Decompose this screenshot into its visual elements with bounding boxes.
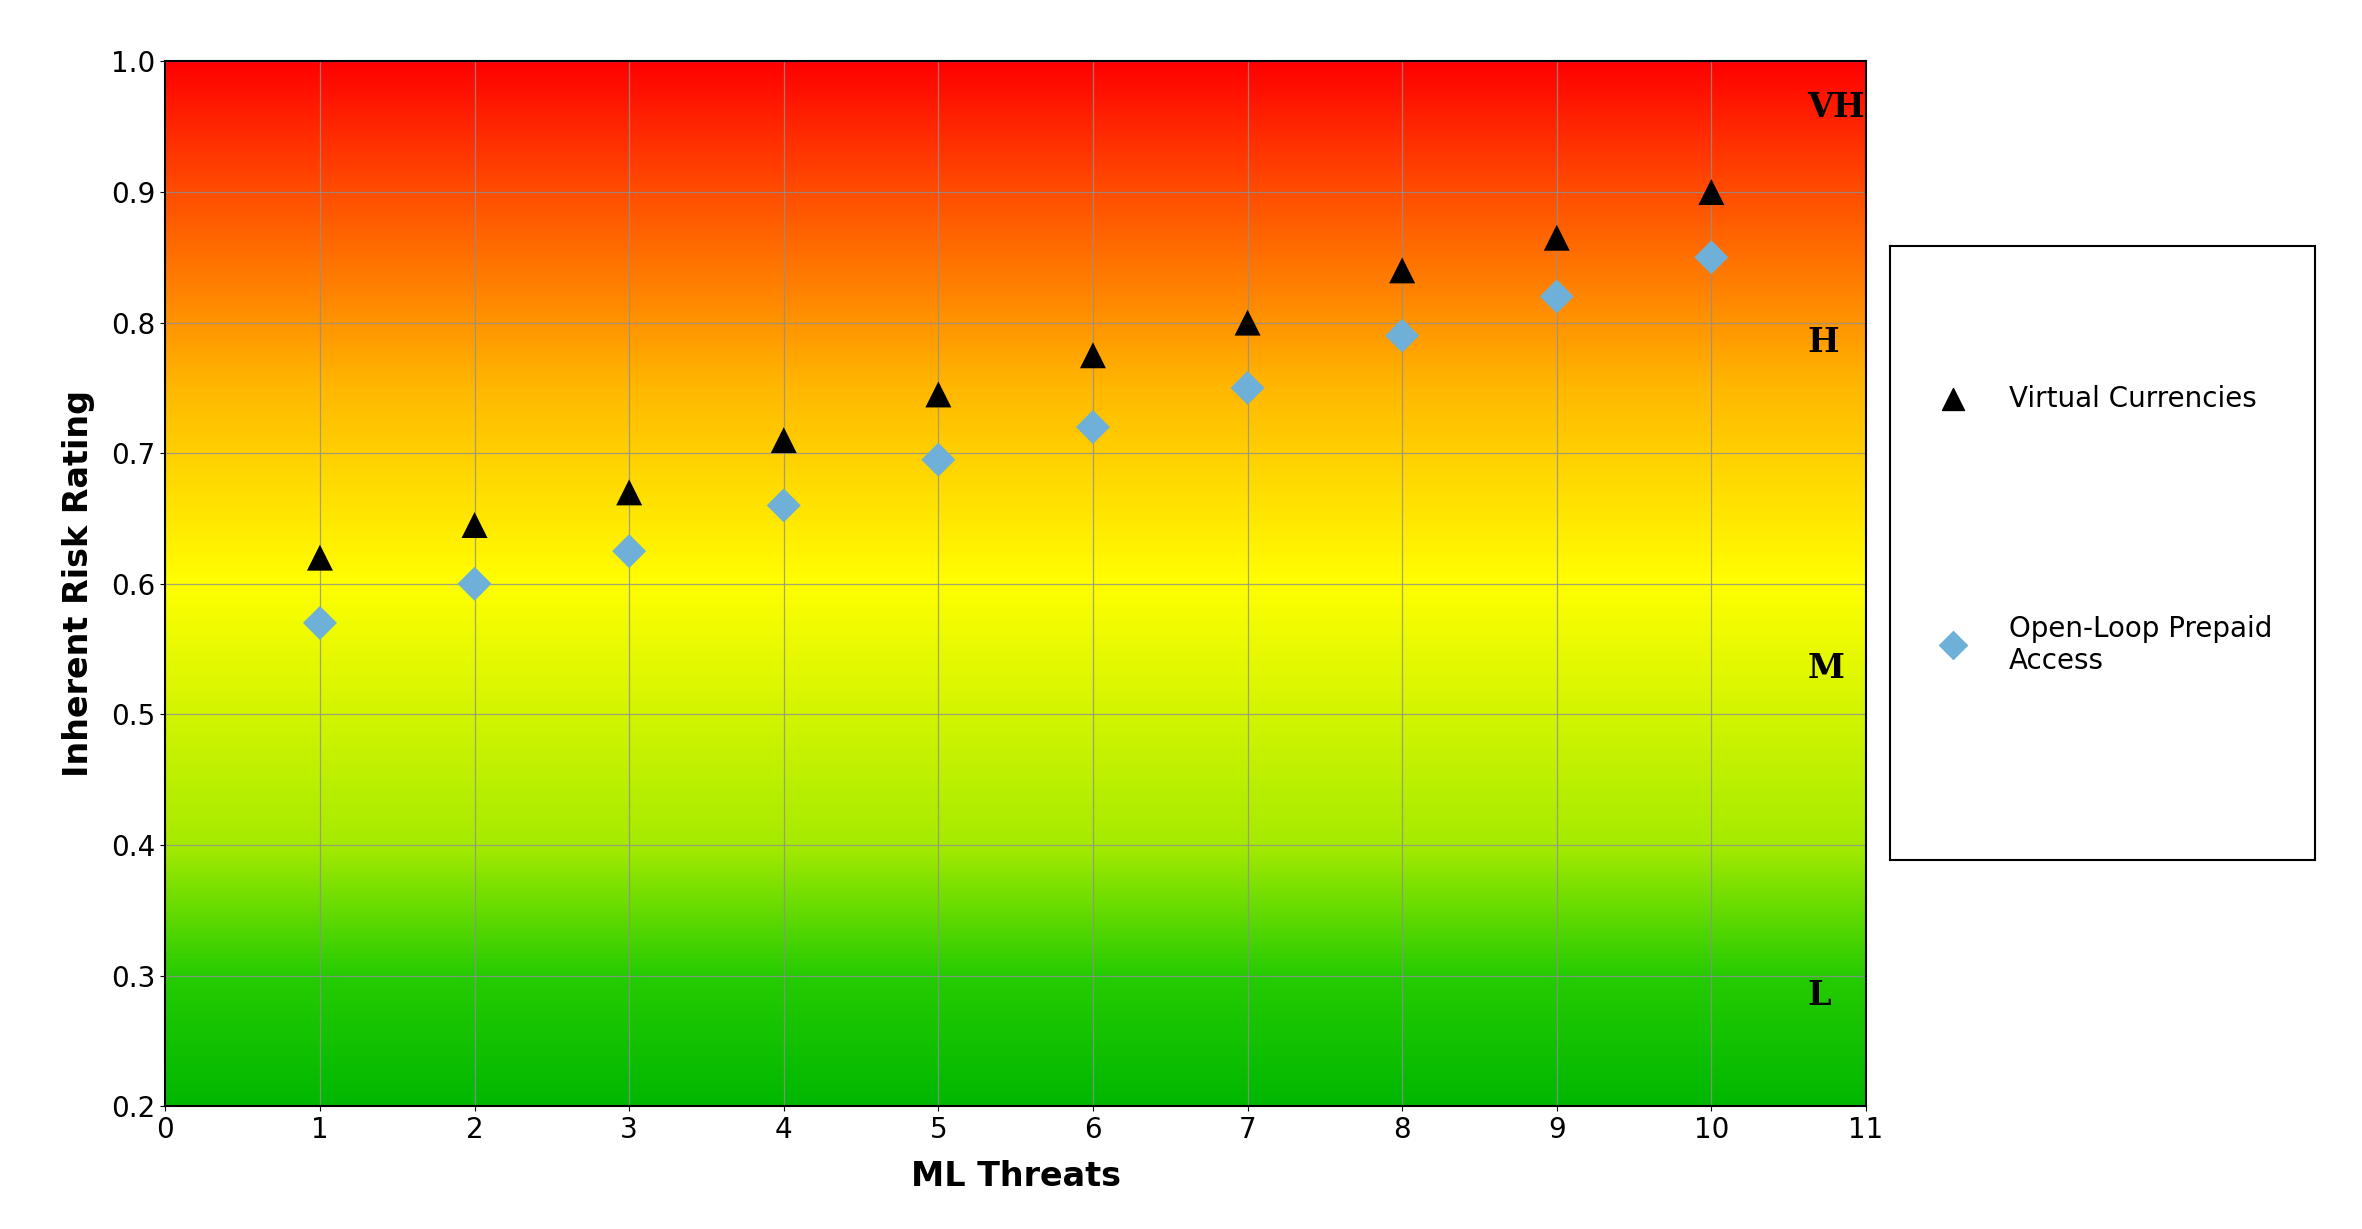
Text: Virtual Currencies: Virtual Currencies [2008,386,2256,413]
Y-axis label: Inherent Risk Rating: Inherent Risk Rating [61,391,94,777]
Text: VH: VH [1807,91,1866,124]
Point [765,495,803,515]
Point [919,450,957,469]
Point [1384,326,1422,345]
Point [456,515,494,535]
Point [300,548,338,568]
Point [1384,261,1422,280]
Point [1075,345,1113,365]
Point [609,541,647,560]
Text: Open-Loop Prepaid
Access: Open-Loop Prepaid Access [2008,614,2272,676]
Point [765,430,803,450]
Point [1538,286,1575,306]
Text: H: H [1807,326,1840,359]
Point [1538,227,1575,247]
Point [456,574,494,594]
Point [1694,247,1731,267]
Point [1228,313,1266,333]
Point [919,385,957,404]
Point [609,483,647,503]
X-axis label: ML Threats: ML Threats [912,1160,1120,1193]
Point [300,613,338,633]
Point [1934,390,1972,409]
Point [1228,379,1266,398]
Text: L: L [1807,978,1831,1011]
Text: M: M [1807,653,1845,685]
Point [1075,418,1113,438]
Point [1934,635,1972,655]
Point [1694,182,1731,202]
